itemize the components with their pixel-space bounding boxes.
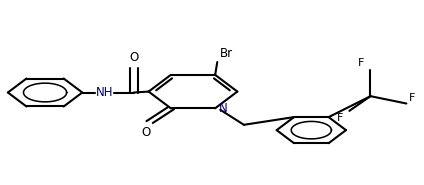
Text: F: F: [337, 113, 343, 123]
Text: NH: NH: [95, 86, 113, 99]
Text: F: F: [408, 93, 415, 103]
Text: F: F: [358, 58, 364, 68]
Text: O: O: [129, 51, 139, 64]
Text: N: N: [218, 102, 227, 115]
Text: Br: Br: [219, 47, 232, 60]
Text: O: O: [142, 126, 151, 139]
